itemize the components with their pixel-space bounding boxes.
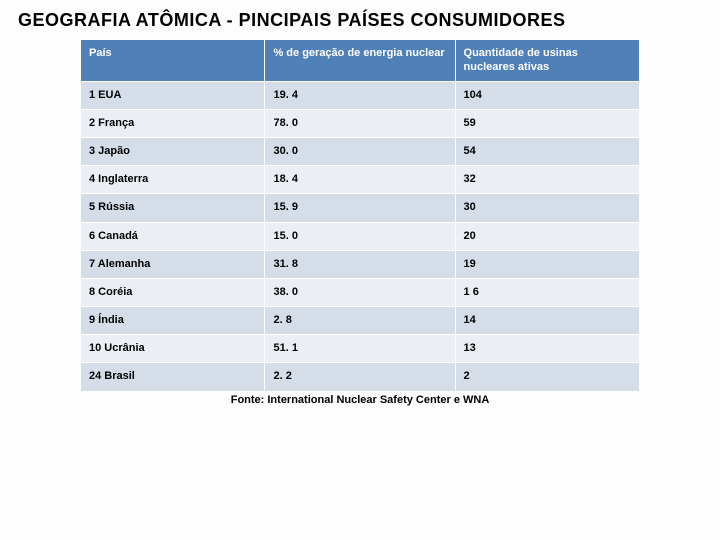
cell-plants: 59 [455, 109, 639, 137]
cell-plants: 20 [455, 222, 639, 250]
col-header-plants: Quantidade de usinas nucleares ativas [455, 40, 639, 82]
table-row: 3 Japão 30. 0 54 [81, 137, 640, 165]
table-row: 7 Alemanha 31. 8 19 [81, 250, 640, 278]
page-title: GEOGRAFIA ATÔMICA - PINCIPAIS PAÍSES CON… [0, 0, 720, 39]
table-row: 24 Brasil 2. 2 2 [81, 363, 640, 391]
cell-country: 2 França [81, 109, 265, 137]
cell-plants: 54 [455, 137, 639, 165]
cell-percent: 30. 0 [265, 137, 455, 165]
col-header-percent: % de geração de energia nuclear [265, 40, 455, 82]
cell-country: 1 EUA [81, 81, 265, 109]
cell-country: 8 Coréia [81, 278, 265, 306]
cell-plants: 1 6 [455, 278, 639, 306]
cell-plants: 30 [455, 194, 639, 222]
table-row: 2 França 78. 0 59 [81, 109, 640, 137]
source-text: Fonte: International Nuclear Safety Cent… [80, 392, 640, 406]
table-container: País % de geração de energia nuclear Qua… [0, 39, 720, 406]
cell-percent: 15. 9 [265, 194, 455, 222]
cell-country: 4 Inglaterra [81, 166, 265, 194]
cell-percent: 18. 4 [265, 166, 455, 194]
cell-percent: 51. 1 [265, 335, 455, 363]
cell-country: 7 Alemanha [81, 250, 265, 278]
cell-plants: 19 [455, 250, 639, 278]
table-row: 9 Índia 2. 8 14 [81, 307, 640, 335]
cell-percent: 19. 4 [265, 81, 455, 109]
cell-plants: 104 [455, 81, 639, 109]
cell-percent: 2. 8 [265, 307, 455, 335]
cell-percent: 15. 0 [265, 222, 455, 250]
cell-percent: 38. 0 [265, 278, 455, 306]
cell-country: 5 Rússia [81, 194, 265, 222]
cell-plants: 32 [455, 166, 639, 194]
nuclear-table: País % de geração de energia nuclear Qua… [80, 39, 640, 392]
col-header-country: País [81, 40, 265, 82]
table-row: 8 Coréia 38. 0 1 6 [81, 278, 640, 306]
cell-percent: 31. 8 [265, 250, 455, 278]
table-row: 5 Rússia 15. 9 30 [81, 194, 640, 222]
table-row: 10 Ucrânia 51. 1 13 [81, 335, 640, 363]
cell-country: 9 Índia [81, 307, 265, 335]
cell-country: 3 Japão [81, 137, 265, 165]
cell-percent: 2. 2 [265, 363, 455, 391]
table-row: 6 Canadá 15. 0 20 [81, 222, 640, 250]
table-row: 1 EUA 19. 4 104 [81, 81, 640, 109]
cell-plants: 13 [455, 335, 639, 363]
cell-country: 6 Canadá [81, 222, 265, 250]
cell-percent: 78. 0 [265, 109, 455, 137]
cell-country: 24 Brasil [81, 363, 265, 391]
cell-country: 10 Ucrânia [81, 335, 265, 363]
table-row: 4 Inglaterra 18. 4 32 [81, 166, 640, 194]
cell-plants: 2 [455, 363, 639, 391]
cell-plants: 14 [455, 307, 639, 335]
